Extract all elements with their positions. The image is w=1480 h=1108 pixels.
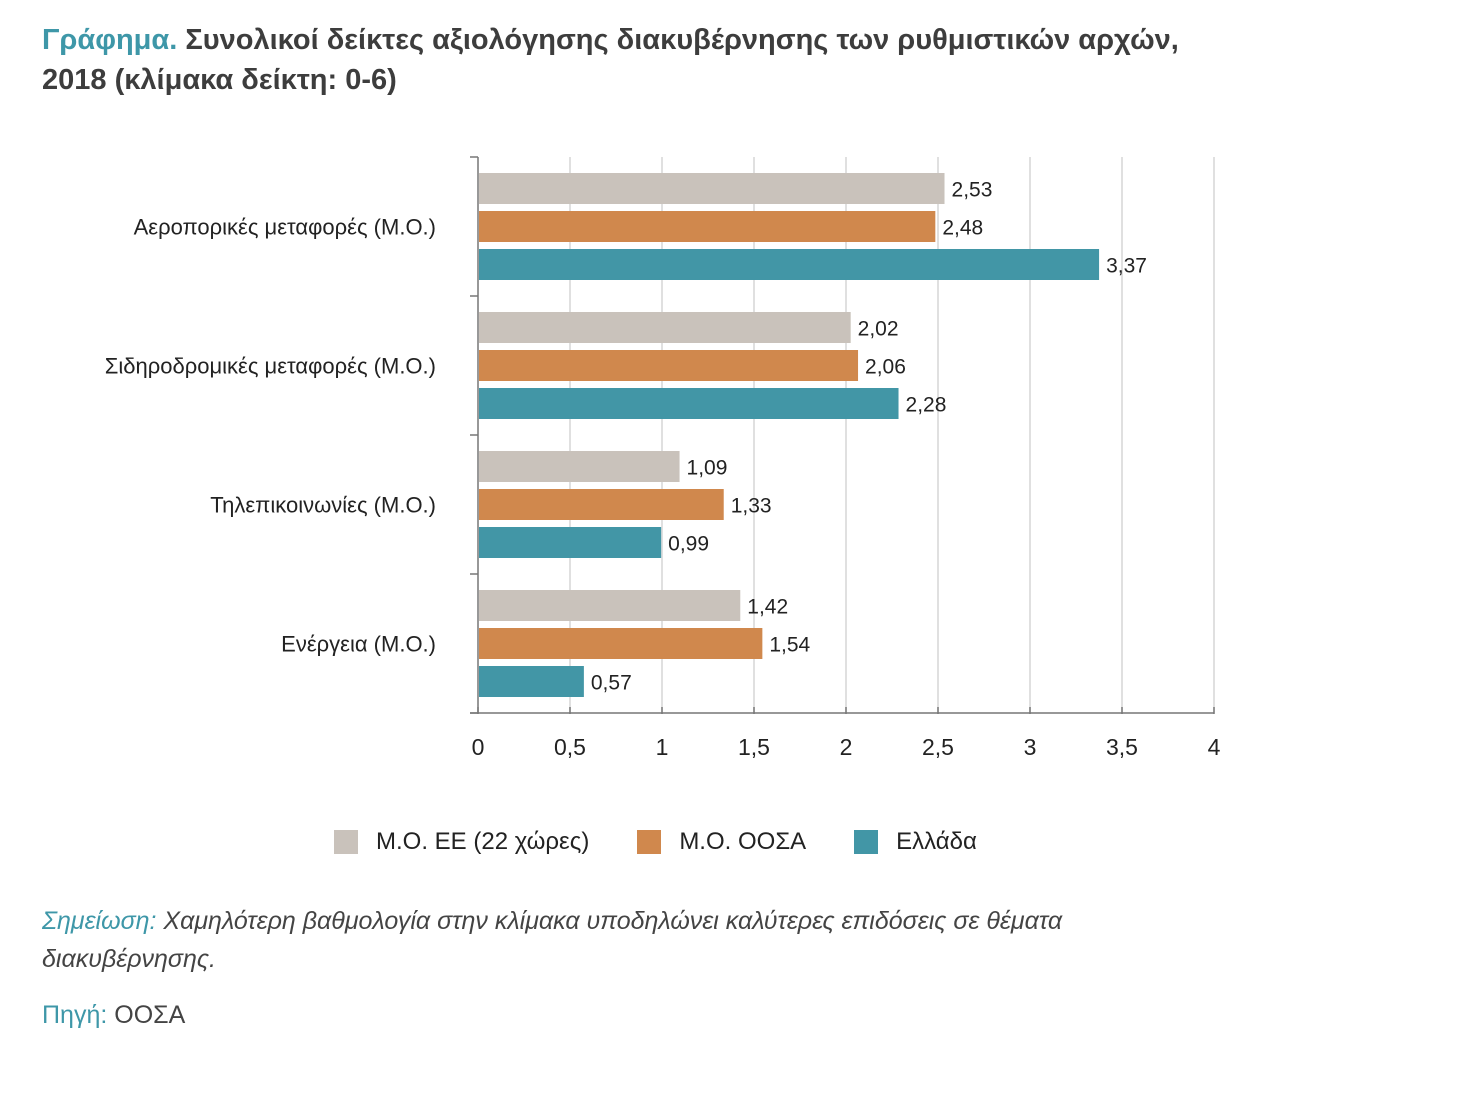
x-tick-label: 1 bbox=[656, 734, 669, 760]
bar bbox=[479, 489, 724, 520]
data-label: 2,06 bbox=[865, 356, 906, 379]
bar bbox=[479, 249, 1100, 280]
bar bbox=[479, 350, 859, 381]
chart-title: Γράφημα. Συνολικοί δείκτες αξιολόγησης δ… bbox=[42, 20, 1222, 100]
data-label: 2,53 bbox=[952, 179, 993, 202]
x-tick-label: 4 bbox=[1208, 734, 1221, 760]
x-tick-label: 2 bbox=[840, 734, 853, 760]
source-text: ΟΟΣΑ bbox=[107, 1001, 186, 1029]
bar bbox=[479, 173, 945, 204]
chart-title-text: Συνολικοί δείκτες αξιολόγησης διακυβέρνη… bbox=[42, 24, 1179, 96]
data-label: 0,57 bbox=[591, 672, 632, 695]
x-tick-label: 3,5 bbox=[1106, 734, 1138, 760]
bar bbox=[479, 312, 851, 343]
data-label: 3,37 bbox=[1106, 255, 1147, 278]
data-label: 1,33 bbox=[731, 495, 772, 518]
x-tick-label: 0 bbox=[472, 734, 485, 760]
data-label: 0,99 bbox=[668, 533, 709, 556]
category-label: Σιδηροδρομικές μεταφορές (Μ.Ο.) bbox=[105, 354, 436, 379]
legend-swatch bbox=[334, 830, 358, 854]
bar bbox=[479, 590, 741, 621]
source-label: Πηγή: bbox=[42, 1001, 108, 1029]
data-label: 2,28 bbox=[906, 394, 947, 417]
legend-label: Ελλάδα bbox=[896, 828, 977, 855]
bar bbox=[479, 666, 584, 697]
x-tick-label: 3 bbox=[1024, 734, 1037, 760]
bar bbox=[479, 527, 662, 558]
category-label: Αεροπορικές μεταφορές (Μ.Ο.) bbox=[134, 215, 436, 240]
x-tick-label: 2,5 bbox=[922, 734, 954, 760]
category-label: Τηλεπικοινωνίες (Μ.Ο.) bbox=[210, 493, 436, 518]
data-label: 2,48 bbox=[942, 217, 983, 240]
chart-title-prefix: Γράφημα. bbox=[42, 24, 178, 56]
legend-swatch bbox=[854, 830, 879, 854]
legend-item: Ελλάδα bbox=[854, 828, 977, 856]
data-label: 2,02 bbox=[858, 318, 899, 341]
legend-item: Μ.Ο. ΟΟΣΑ bbox=[637, 828, 806, 856]
data-label: 1,42 bbox=[747, 596, 788, 619]
x-tick-label: 1,5 bbox=[738, 734, 770, 760]
x-tick-label: 0,5 bbox=[554, 734, 586, 760]
legend-item: Μ.Ο. ΕΕ (22 χώρες) bbox=[334, 828, 589, 856]
bar bbox=[479, 628, 763, 659]
data-label: 1,09 bbox=[687, 457, 728, 480]
bar bbox=[479, 211, 936, 242]
note-label: Σημείωση: bbox=[42, 907, 157, 935]
legend-label: Μ.Ο. ΟΟΣΑ bbox=[679, 828, 807, 855]
chart-source: Πηγή: ΟΟΣΑ bbox=[42, 996, 185, 1034]
legend-swatch bbox=[637, 830, 662, 854]
bar bbox=[479, 451, 680, 482]
legend-label: Μ.Ο. ΕΕ (22 χώρες) bbox=[376, 828, 590, 855]
chart-note: Σημείωση: Χαμηλότερη βαθμολογία στην κλί… bbox=[42, 902, 1222, 978]
note-text: Χαμηλότερη βαθμολογία στην κλίμακα υποδη… bbox=[42, 907, 1063, 973]
bar bbox=[479, 388, 899, 419]
data-label: 1,54 bbox=[769, 634, 810, 657]
category-label: Ενέργεια (Μ.Ο.) bbox=[281, 632, 436, 657]
chart-legend: Μ.Ο. ΕΕ (22 χώρες) Μ.Ο. ΟΟΣΑ Ελλάδα bbox=[334, 828, 1025, 856]
